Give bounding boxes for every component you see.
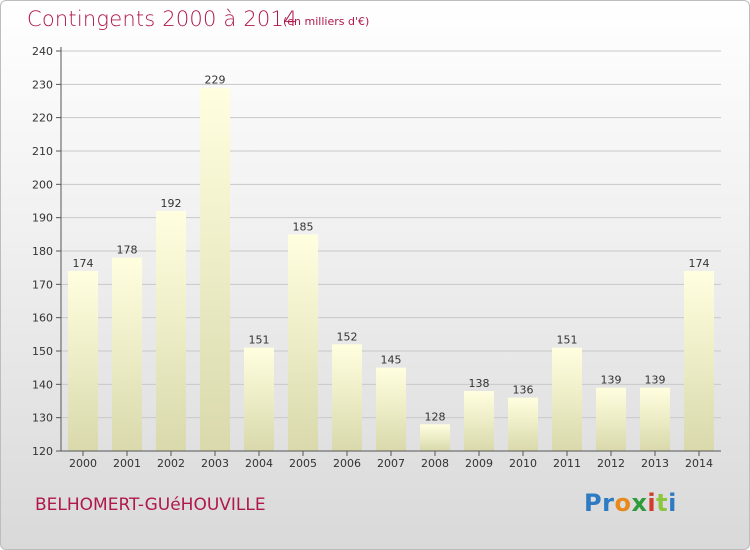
- data-label: 139: [645, 374, 666, 387]
- data-label: 174: [73, 257, 94, 270]
- data-label: 145: [381, 354, 402, 367]
- bar-2010[interactable]: [508, 397, 538, 451]
- y-tick-label: 210: [32, 145, 53, 158]
- y-tick-label: 200: [32, 178, 53, 191]
- logo-letter: o: [614, 489, 632, 517]
- bar-2003[interactable]: [200, 87, 230, 452]
- bar-2007[interactable]: [376, 367, 406, 451]
- y-tick-label: 240: [32, 45, 53, 58]
- bar-2012[interactable]: [596, 387, 626, 451]
- data-label: 152: [337, 330, 358, 343]
- logo-letter: t: [656, 489, 669, 517]
- data-label: 151: [249, 334, 270, 347]
- y-tick-label: 130: [32, 412, 53, 425]
- chart-title: Contingents 2000 à 2014: [27, 7, 298, 31]
- bar-2013[interactable]: [640, 387, 670, 451]
- commune-name: BELHOMERT-GUéHOUVILLE: [35, 495, 266, 515]
- x-tick-label: 2011: [553, 457, 581, 470]
- x-tick-label: 2014: [685, 457, 713, 470]
- x-tick-label: 2001: [113, 457, 141, 470]
- x-tick-label: 2009: [465, 457, 493, 470]
- data-label: 229: [205, 74, 226, 87]
- logo-letter: i: [647, 489, 657, 517]
- bar-2009[interactable]: [464, 391, 494, 451]
- data-label: 185: [293, 220, 314, 233]
- x-tick-label: 2010: [509, 457, 537, 470]
- bar-2006[interactable]: [332, 344, 362, 451]
- y-tick-label: 160: [32, 312, 53, 325]
- bar-2001[interactable]: [112, 257, 142, 451]
- data-label: 178: [117, 244, 138, 257]
- y-tick-label: 220: [32, 112, 53, 125]
- x-tick-label: 2006: [333, 457, 361, 470]
- y-tick-label: 140: [32, 378, 53, 391]
- data-label: 138: [469, 377, 490, 390]
- bar-2014[interactable]: [684, 271, 714, 451]
- y-tick-label: 190: [32, 212, 53, 225]
- data-label: 139: [601, 374, 622, 387]
- x-tick-label: 2003: [201, 457, 229, 470]
- logo-letter: r: [602, 489, 615, 517]
- bar-chart: 174 178 192 229 151 185 152 145 128 138 136 151 139 1…: [32, 45, 721, 470]
- y-tick-label: 120: [32, 445, 53, 458]
- proxiti-logo[interactable]: Proxiti: [584, 489, 677, 517]
- bar-2011[interactable]: [552, 347, 582, 451]
- x-tick-label: 2004: [245, 457, 273, 470]
- data-label: 128: [425, 410, 446, 423]
- chart-subtitle: (en milliers d'€): [283, 15, 370, 28]
- x-tick-label: 2000: [69, 457, 97, 470]
- x-tick-label: 2002: [157, 457, 185, 470]
- x-tick-label: 2012: [597, 457, 625, 470]
- data-label: 192: [161, 197, 182, 210]
- y-tick-label: 230: [32, 78, 53, 91]
- bar-2005[interactable]: [288, 234, 318, 451]
- bar-2004[interactable]: [244, 347, 274, 451]
- x-tick-label: 2013: [641, 457, 669, 470]
- x-tick-label: 2008: [421, 457, 449, 470]
- y-tick-label: 180: [32, 245, 53, 258]
- logo-letter: P: [584, 489, 603, 517]
- data-label: 136: [513, 384, 534, 397]
- logo-letter: i: [668, 489, 677, 517]
- bar-2000[interactable]: [68, 271, 98, 451]
- logo-letter: x: [631, 489, 648, 517]
- data-label: 174: [689, 257, 710, 270]
- y-tick-label: 170: [32, 278, 53, 291]
- x-tick-label: 2007: [377, 457, 405, 470]
- y-tick-label: 150: [32, 345, 53, 358]
- bar-2002[interactable]: [156, 211, 186, 451]
- x-tick-label: 2005: [289, 457, 317, 470]
- bar-2008[interactable]: [420, 424, 450, 451]
- data-label: 151: [557, 334, 578, 347]
